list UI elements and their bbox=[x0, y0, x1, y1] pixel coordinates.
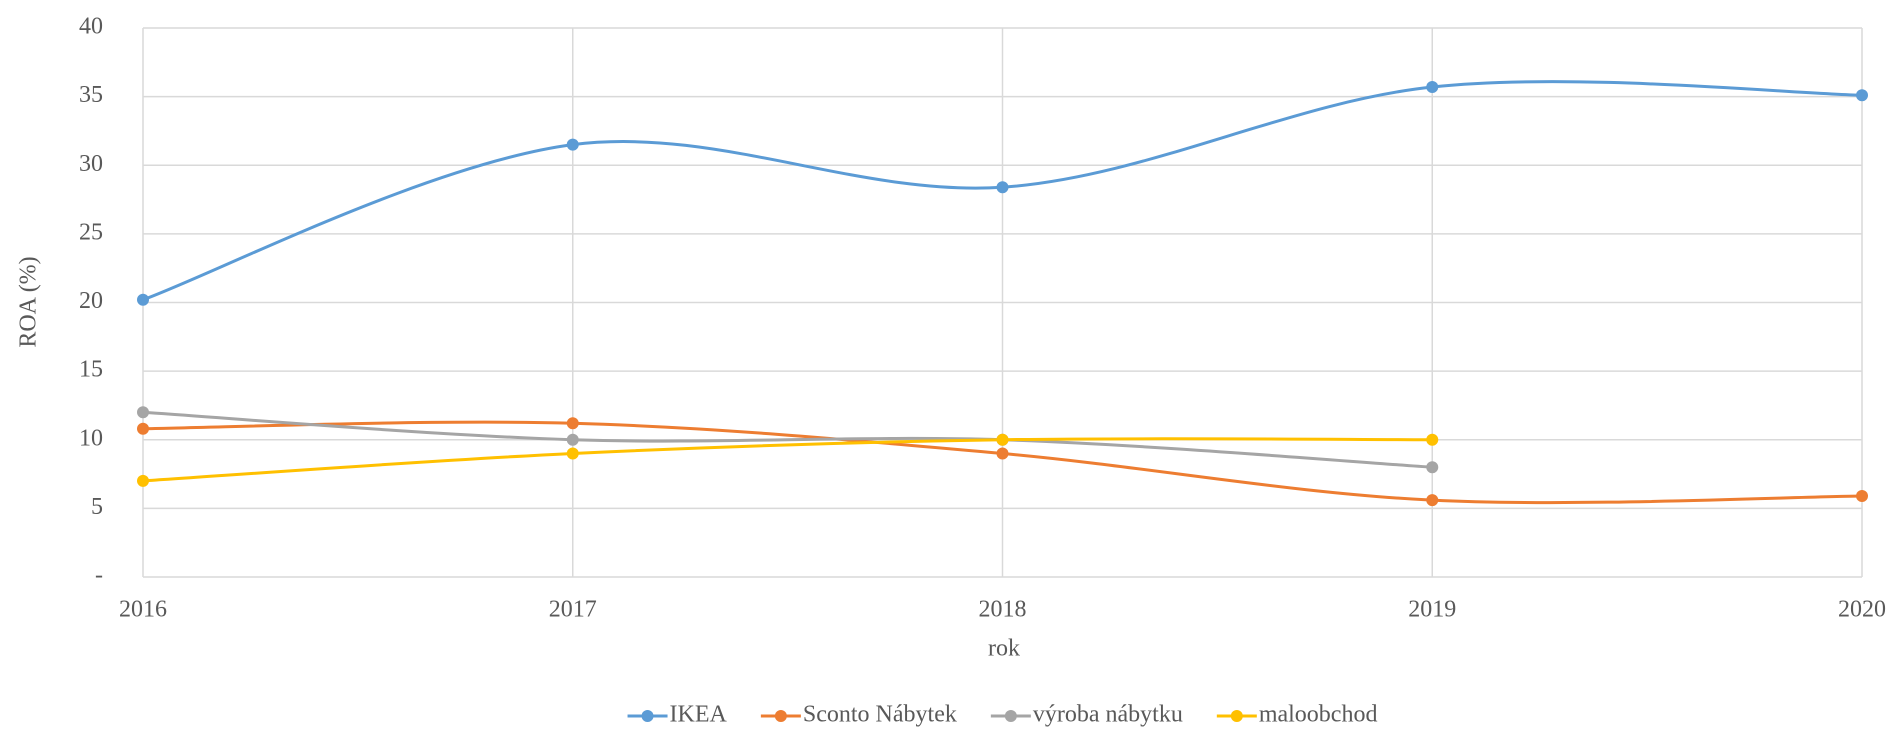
y-tick-label: 30 bbox=[79, 151, 103, 177]
legend-marker bbox=[774, 710, 787, 722]
y-tick-label: 5 bbox=[91, 494, 103, 520]
point bbox=[566, 138, 579, 151]
point bbox=[1856, 89, 1868, 102]
legend-item: maloobchod bbox=[1216, 702, 1378, 728]
point bbox=[137, 406, 149, 419]
point bbox=[996, 447, 1009, 460]
y-tick-label: 40 bbox=[79, 14, 103, 40]
x-tick-label: 2019 bbox=[1408, 597, 1456, 623]
point bbox=[566, 447, 579, 460]
y-tick-label: 10 bbox=[79, 425, 103, 451]
point bbox=[996, 433, 1009, 446]
point bbox=[1426, 81, 1439, 94]
y-tick-label: - bbox=[95, 563, 103, 589]
y-tick-label: 35 bbox=[79, 82, 103, 108]
point bbox=[137, 293, 149, 306]
legend-item: IKEA bbox=[627, 702, 728, 728]
point bbox=[566, 433, 579, 446]
legend-item: výroba nábytku bbox=[990, 702, 1183, 728]
point bbox=[137, 474, 149, 487]
legend-item: Sconto Nábytek bbox=[760, 702, 957, 728]
y-tick-label: 15 bbox=[79, 357, 103, 383]
point bbox=[1426, 494, 1439, 507]
legend-marker bbox=[641, 710, 654, 722]
legend-marker bbox=[1230, 710, 1243, 722]
point bbox=[137, 422, 149, 435]
y-tick-label: 25 bbox=[79, 219, 103, 245]
y-tick-label: 20 bbox=[79, 288, 103, 314]
legend-label: Sconto Nábytek bbox=[803, 702, 957, 728]
point bbox=[996, 181, 1009, 194]
series-line bbox=[142, 410, 1433, 469]
point bbox=[566, 417, 579, 430]
y-axis-title: ROA (%) bbox=[16, 256, 42, 347]
point bbox=[1426, 461, 1439, 474]
legend-label: výroba nábytku bbox=[1033, 702, 1183, 728]
x-tick-label: 2016 bbox=[119, 597, 167, 623]
x-tick-label: 2018 bbox=[979, 597, 1027, 623]
legend-marker bbox=[1004, 710, 1017, 722]
legend-label: maloobchod bbox=[1259, 702, 1378, 728]
point bbox=[1856, 490, 1868, 503]
legend: IKEA Sconto Nábytek výroba nábytku maloobch… bbox=[627, 702, 1378, 728]
x-axis-title: rok bbox=[988, 636, 1020, 662]
series-line bbox=[142, 437, 1433, 483]
x-tick-label: 2017 bbox=[549, 597, 597, 623]
legend-label: IKEA bbox=[670, 702, 728, 728]
x-tick-label: 2020 bbox=[1838, 597, 1886, 623]
point bbox=[1426, 433, 1439, 446]
